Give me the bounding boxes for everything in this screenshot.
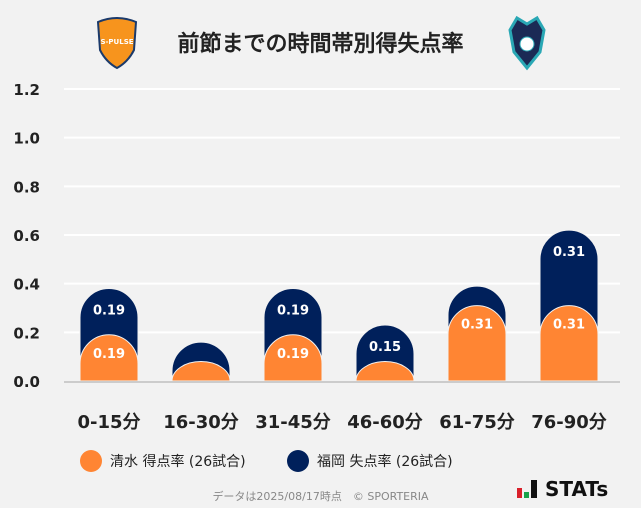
data-label-fukuoka: 0.19 bbox=[93, 304, 125, 319]
bar-shimizu bbox=[539, 305, 599, 382]
footer-credit: データは2025/08/17時点 © SPORTERIA bbox=[212, 490, 429, 503]
legend-swatch-orange bbox=[80, 450, 102, 472]
legend-swatch-navy bbox=[287, 450, 309, 472]
bar-shimizu bbox=[447, 305, 507, 382]
svg-text:S-PULSE: S-PULSE bbox=[100, 38, 133, 46]
x-tick-label: 31-45分 bbox=[255, 412, 331, 433]
data-label-shimizu: 0.19 bbox=[93, 347, 125, 362]
legend-label: 福岡 失点率 (26試合) bbox=[317, 454, 453, 470]
bar-shimizu bbox=[263, 334, 323, 382]
chart-plot: 0.0 0.2 0.4 0.6 0.8 1.0 1.2 0.19 0.19 0-15分 16-30分… bbox=[13, 81, 620, 433]
y-tick-label: 1.2 bbox=[13, 81, 40, 99]
legend-item-shimizu: 清水 得点率 (26試合) bbox=[80, 450, 246, 472]
legend-item-fukuoka: 福岡 失点率 (26試合) bbox=[287, 450, 453, 472]
x-tick-label: 0-15分 bbox=[77, 412, 140, 433]
y-tick-label: 0.6 bbox=[13, 227, 40, 245]
data-label-shimizu: 0.31 bbox=[553, 318, 585, 333]
stats-brand: STATs bbox=[517, 477, 608, 501]
bar-shimizu bbox=[171, 361, 231, 382]
stats-text: STATs bbox=[545, 477, 609, 501]
chart-title: 前節までの時間帯別得失点率 bbox=[177, 32, 464, 57]
y-tick-label: 1.0 bbox=[13, 130, 40, 148]
y-tick-label: 0.8 bbox=[13, 178, 40, 196]
data-label-shimizu: 0.19 bbox=[277, 347, 309, 362]
bar-shimizu bbox=[355, 361, 415, 382]
data-label-fukuoka: 0.15 bbox=[369, 340, 401, 355]
stats-logo-icon bbox=[517, 480, 537, 498]
x-tick-label: 61-75分 bbox=[439, 412, 515, 433]
legend-label: 清水 得点率 (26試合) bbox=[110, 454, 246, 470]
shimizu-logo: S-PULSE bbox=[96, 15, 546, 71]
data-label-fukuoka: 0.31 bbox=[553, 245, 585, 260]
y-tick-label: 0.4 bbox=[13, 276, 40, 294]
y-tick-label: 0.0 bbox=[13, 373, 40, 391]
y-tick-label: 0.2 bbox=[13, 324, 40, 342]
bar-shimizu bbox=[79, 334, 139, 382]
data-label-fukuoka: 0.19 bbox=[277, 304, 309, 319]
x-tick-label: 46-60分 bbox=[347, 412, 423, 433]
data-label-shimizu: 0.31 bbox=[461, 318, 493, 333]
x-tick-label: 16-30分 bbox=[163, 412, 239, 433]
x-tick-label: 76-90分 bbox=[531, 412, 607, 433]
